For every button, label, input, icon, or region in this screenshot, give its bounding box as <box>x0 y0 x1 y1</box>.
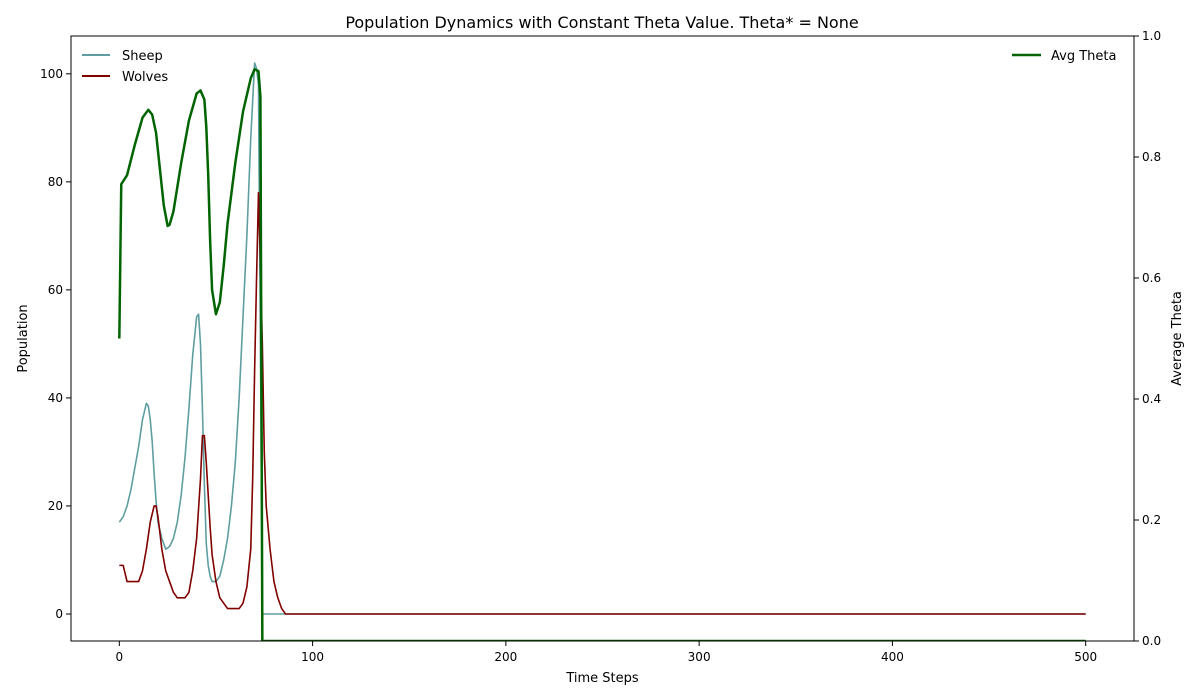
y-tick-label-right: 1.0 <box>1142 29 1161 43</box>
y-tick-label-right: 0.2 <box>1142 513 1161 527</box>
y-tick-label-right: 0.0 <box>1142 634 1161 648</box>
x-tick-label: 100 <box>301 650 324 664</box>
legend-left: Sheep Wolves <box>82 49 168 85</box>
x-axis-title: Time Steps <box>565 671 639 686</box>
y-axis-title-left: Population <box>16 304 31 372</box>
legend-label: Wolves <box>122 70 168 85</box>
y-tick-label-right: 0.8 <box>1142 150 1161 164</box>
y-tick-label-left: 20 <box>48 499 63 513</box>
y-tick-label-left: 80 <box>48 175 63 189</box>
y-tick-label-right: 0.4 <box>1142 392 1161 406</box>
plot-lines <box>118 62 1086 641</box>
legend-right: Avg Theta <box>1012 49 1116 64</box>
series-line-sheep <box>118 62 1086 615</box>
y-tick-label-right: 0.6 <box>1142 271 1161 285</box>
x-tick-label: 500 <box>1074 650 1097 664</box>
y-tick-label-left: 100 <box>40 67 63 81</box>
y-axis-right: 0.0 0.2 0.4 0.6 0.8 1.0 <box>1134 29 1161 648</box>
chart-title: Population Dynamics with Constant Theta … <box>345 13 858 32</box>
y-axis-left: 0 20 40 60 80 100 <box>40 67 71 621</box>
x-tick-label: 400 <box>881 650 904 664</box>
plot-frame <box>70 35 1135 642</box>
x-tick-label: 0 <box>115 650 123 664</box>
series-line-avg-theta <box>118 68 1086 641</box>
y-tick-label-left: 40 <box>48 391 63 405</box>
x-tick-label: 200 <box>494 650 517 664</box>
y-tick-label-left: 60 <box>48 283 63 297</box>
x-axis: 0 100 200 300 400 500 <box>115 641 1097 664</box>
legend-label: Sheep <box>122 49 163 64</box>
x-tick-label: 300 <box>688 650 711 664</box>
y-axis-title-right: Average Theta <box>1170 291 1185 386</box>
y-tick-label-left: 0 <box>55 607 63 621</box>
series-line-wolves <box>119 191 1086 615</box>
legend-label: Avg Theta <box>1051 49 1116 64</box>
